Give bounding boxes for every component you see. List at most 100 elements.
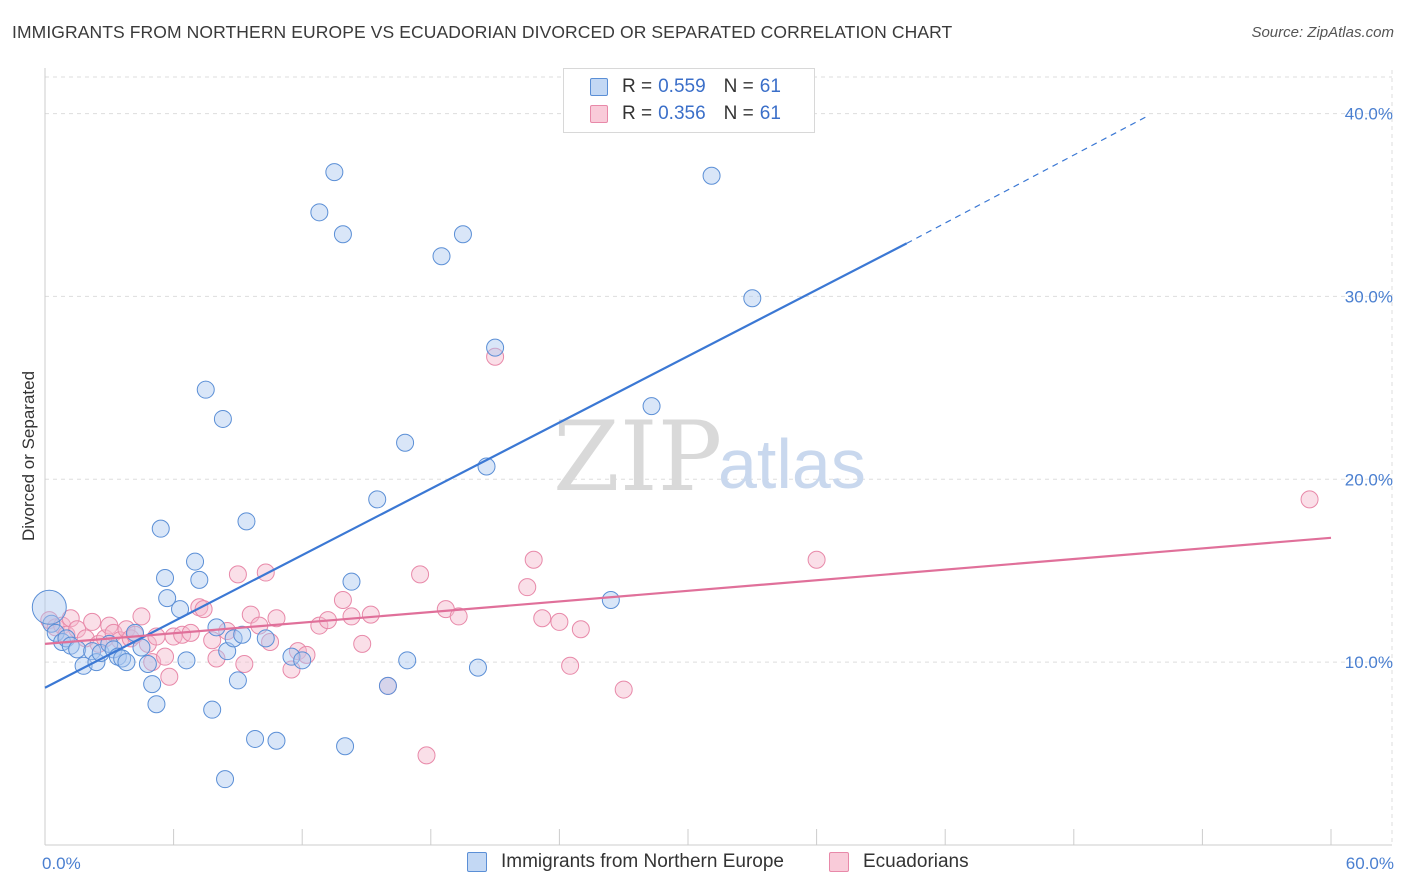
northern-europe-point bbox=[151, 519, 170, 538]
x-tick-label: 0.0% bbox=[42, 854, 81, 873]
ecuadorians-point bbox=[550, 612, 569, 631]
ecuadorians-point bbox=[156, 647, 175, 666]
ecuadorians-point bbox=[342, 607, 361, 626]
watermark-atlas: atlas bbox=[718, 425, 866, 503]
legend-n-label: N = bbox=[723, 103, 754, 124]
northern-europe-point bbox=[143, 675, 162, 694]
northern-europe-point bbox=[743, 289, 762, 308]
ecuadorians-point bbox=[256, 563, 275, 582]
ecuadorians-point bbox=[807, 550, 826, 569]
chart-title: IMMIGRANTS FROM NORTHERN EUROPE VS ECUAD… bbox=[12, 22, 953, 42]
trend-line-northern-europe bbox=[44, 242, 908, 689]
northern-europe-point bbox=[156, 569, 175, 588]
source-label: Source: ZipAtlas.com bbox=[1251, 24, 1394, 41]
northern-europe-point bbox=[293, 651, 312, 670]
ecuadorians-point bbox=[218, 622, 237, 641]
legend-n-value: 61 bbox=[759, 103, 781, 124]
northern-europe-point bbox=[186, 552, 205, 571]
northern-europe-point bbox=[453, 225, 472, 244]
northern-europe-point bbox=[601, 590, 620, 609]
ecuadorians-point bbox=[353, 634, 372, 653]
watermark-zip: ZIP bbox=[553, 401, 722, 513]
northern-europe-point bbox=[256, 629, 275, 648]
northern-europe-point bbox=[267, 731, 286, 750]
northern-europe-point bbox=[368, 490, 387, 509]
northern-europe-point bbox=[147, 695, 166, 714]
ecuadorians-point bbox=[524, 550, 543, 569]
northern-europe-point bbox=[468, 658, 487, 677]
ecuadorians-point bbox=[267, 609, 286, 628]
ecuadorians-point bbox=[235, 654, 254, 673]
bottom-legend-ecuadorians: Ecuadorians bbox=[829, 851, 969, 873]
ecuadorians-point bbox=[571, 620, 590, 639]
northern-europe-point bbox=[237, 512, 256, 531]
northern-europe-point bbox=[342, 572, 361, 591]
northern-europe-point bbox=[398, 651, 417, 670]
ecuadorians-point bbox=[83, 612, 102, 631]
ecuadorians-point bbox=[132, 607, 151, 626]
legend-row-northern-europe: R = 0.559 N = 61 bbox=[590, 74, 781, 100]
legend-swatch-pink bbox=[590, 105, 608, 123]
legend-r-value: 0.356 bbox=[658, 103, 706, 124]
ecuadorians-point bbox=[417, 746, 436, 765]
northern-europe-point bbox=[196, 380, 215, 399]
axes bbox=[44, 68, 1392, 846]
ecuadorians-point bbox=[333, 590, 352, 609]
northern-europe-point bbox=[333, 225, 352, 244]
ecuadorians-point bbox=[207, 649, 226, 668]
northern-europe-point bbox=[207, 618, 226, 637]
northern-europe-point bbox=[336, 737, 355, 756]
northern-europe-point bbox=[68, 640, 87, 659]
trend-line-northern-europe-extension bbox=[906, 114, 1150, 244]
ecuadorians-point bbox=[561, 656, 580, 675]
y-axis-label: Divorced or Separated bbox=[19, 371, 38, 541]
ecuadorians-point bbox=[228, 565, 247, 584]
trend-lines bbox=[44, 114, 1332, 689]
northern-europe-point bbox=[216, 770, 235, 789]
legend-r-label: R = bbox=[622, 103, 653, 124]
ecuadorians-point bbox=[533, 609, 552, 628]
northern-europe-point bbox=[190, 570, 209, 589]
northern-europe-point bbox=[702, 166, 721, 185]
northern-europe-point bbox=[246, 729, 265, 748]
legend-swatch-blue bbox=[590, 78, 608, 96]
northern-europe-point bbox=[224, 629, 243, 648]
grid bbox=[45, 70, 1393, 845]
legend-n-label: N = bbox=[723, 76, 754, 97]
legend-r-value: 0.559 bbox=[658, 76, 706, 97]
ecuadorians-point bbox=[160, 667, 179, 686]
northern-europe-point bbox=[31, 589, 67, 625]
trend-line-ecuadorians bbox=[44, 536, 1332, 645]
tick-labels: 10.0% 20.0% 30.0% 40.0% 0.0% 60.0% bbox=[42, 105, 1394, 873]
northern-europe-point bbox=[213, 409, 232, 428]
ecuadorians-point bbox=[518, 578, 537, 597]
legend-r-label: R = bbox=[622, 76, 653, 97]
ecuadorians-point bbox=[1300, 490, 1319, 509]
watermark: ZIP atlas bbox=[553, 401, 866, 513]
northern-europe-point bbox=[46, 623, 65, 642]
y-tick-label: 20.0% bbox=[1345, 470, 1393, 489]
northern-europe-point bbox=[486, 338, 505, 357]
northern-europe-point bbox=[228, 671, 247, 690]
northern-europe-point bbox=[203, 700, 222, 719]
northern-europe-point bbox=[233, 625, 252, 644]
northern-europe-point bbox=[138, 654, 157, 673]
bottom-legend-label: Immigrants from Northern Europe bbox=[501, 851, 784, 872]
y-tick-label: 40.0% bbox=[1345, 105, 1393, 124]
bottom-legend-swatch-pink bbox=[829, 852, 849, 872]
northern-europe-point bbox=[325, 163, 344, 182]
northern-europe-point bbox=[432, 247, 451, 266]
ecuadorians-point bbox=[361, 605, 380, 624]
ecuadorians-point bbox=[486, 347, 505, 366]
ecuadorians-point bbox=[411, 565, 430, 584]
northern-europe-point bbox=[282, 647, 301, 666]
northern-europe-point bbox=[117, 653, 136, 672]
northern-europe-point bbox=[158, 589, 177, 608]
bottom-legend-label: Ecuadorians bbox=[863, 851, 969, 872]
bottom-legend-swatch-blue bbox=[467, 852, 487, 872]
northern-europe-point bbox=[642, 397, 661, 416]
northern-europe-point bbox=[378, 676, 397, 695]
northern-europe-point bbox=[396, 433, 415, 452]
y-tick-label: 10.0% bbox=[1345, 653, 1393, 672]
